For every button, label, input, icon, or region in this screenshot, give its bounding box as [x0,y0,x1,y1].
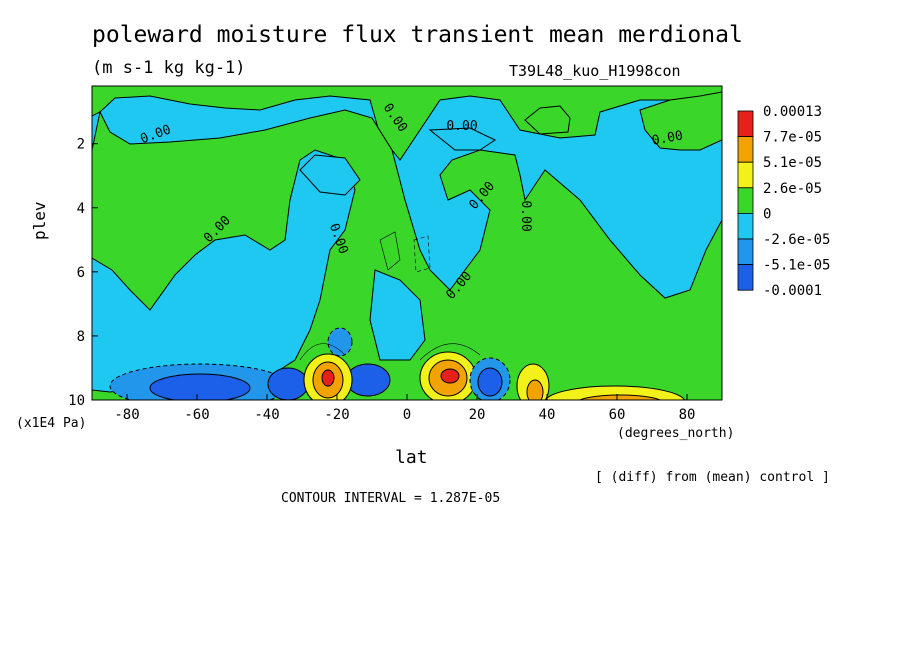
contour-line [413,235,431,273]
field-positive-mid-nh-3 [544,385,686,400]
x-tick-label: -60 [184,407,209,423]
x-tick-label: -20 [324,407,349,423]
y-tick-label: 4 [77,201,85,217]
colorbar-label: -5.1e-05 [763,258,830,274]
colorbar-label: 5.1e-05 [763,155,822,171]
colorbar-swatch [737,238,754,266]
colorbar-label: 0.00013 [763,104,822,120]
colorbar-label: -0.0001 [763,283,822,299]
y-axis-unit: (x1E4 Pa) [16,416,87,431]
field-negative-mid-sh-2 [327,327,353,357]
colorbar-swatch [737,161,754,189]
field-negative-high-nh [477,367,503,397]
contour-interval: CONTOUR INTERVAL = 1.287E-05 [281,491,501,506]
x-tick-label: 0 [403,407,411,423]
x-tick-label: 40 [539,407,556,423]
contour-line [419,343,481,361]
contour-label: 0.00 [518,200,533,231]
field-positive-orange-nh-3 [578,394,662,400]
chart-subtitle: (m s-1 kg kg-1) [92,58,246,78]
colorbar-label: 2.6e-05 [763,181,822,197]
field-positive-region-small [524,105,571,135]
x-tick-label: -80 [114,407,139,423]
chart-title: poleward moisture flux transient mean me… [92,22,743,48]
field-negative-high-sh-2 [267,367,309,400]
colorbar-swatch [737,264,754,291]
field-positive-region-main [92,109,722,400]
contour-line [299,343,346,361]
field-positive-red-sh [321,369,335,387]
colorbar-swatch [737,212,754,240]
y-tick-label: 6 [77,265,85,281]
contour-line [379,231,401,271]
y-tick-label: 8 [77,329,85,345]
y-tick-label: 2 [77,137,85,153]
field-negative-high-sh-3 [345,363,391,397]
colorbar-label: -2.6e-05 [763,232,830,248]
x-axis-label: lat [395,447,428,468]
y-tick-label: 10 [68,393,85,409]
x-tick-label: 60 [609,407,626,423]
colorbar-label: 7.7e-05 [763,130,822,146]
contour-label: 0.00 [651,128,684,148]
field-positive-region-top [92,86,722,161]
colorbar-swatch [737,136,754,163]
field-negative-island-3 [428,127,497,151]
y-axis-label: plev [30,201,49,240]
colorbar-swatch [737,110,754,138]
x-tick-label: 80 [679,407,696,423]
x-axis: -80 -60 -40 -20 0 20 40 60 80 [114,394,695,423]
colorbar: 0.00013 7.7e-05 5.1e-05 2.6e-05 0 -2.6e-05 -5.… [737,104,830,299]
contour-label: 0.00 [446,119,477,134]
field-negative-island-2 [369,269,426,361]
colorbar-swatch [737,187,754,214]
contour-field [92,86,722,400]
y-axis: 2 4 6 8 10 [68,137,98,409]
x-axis-unit: (degrees_north) [617,426,735,441]
x-tick-label: -40 [254,407,279,423]
diff-note: [ (diff) from (mean) control ] [595,470,830,485]
field-negative-high-sh-1 [149,373,251,400]
run-label: T39L48_kuo_H1998con [509,62,681,80]
x-tick-label: 20 [469,407,486,423]
field-negative-island-1 [299,154,361,196]
field-positive-region-right [639,91,722,151]
field-positive-orange-nh-2 [526,379,544,400]
field-positive-red-nh [440,368,460,384]
colorbar-label: 0 [763,206,771,222]
